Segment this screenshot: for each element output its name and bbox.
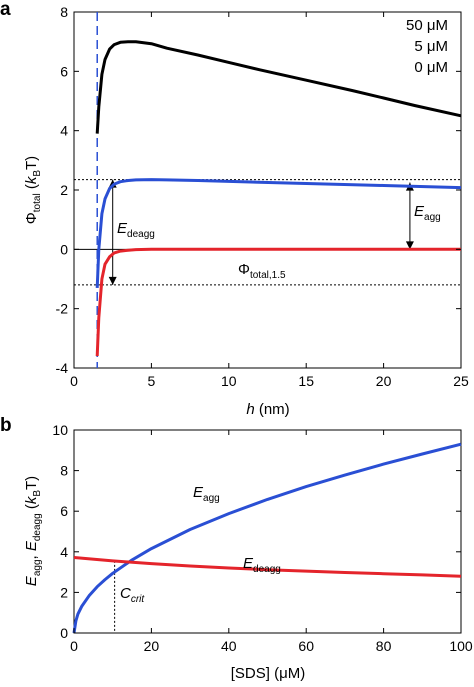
x-tick-label-a: 25 [453, 373, 469, 389]
annotation-ccrit: Ccrit [120, 585, 145, 605]
panel-a-series-1 [95, 178, 462, 288]
y-tick-label-a: 6 [60, 63, 68, 79]
y-tick-label-a: -4 [56, 360, 69, 376]
x-tick-label-b: 0 [70, 638, 78, 654]
y-tick-label-b: 4 [60, 544, 68, 560]
legend-entry-5uM: 5 μM [414, 38, 448, 55]
y-tick-label-a: 0 [60, 241, 68, 257]
x-axis-label-a: h (nm) [246, 401, 289, 418]
panel-b-series-0 [72, 442, 462, 634]
x-tick-label-b: 100 [449, 638, 473, 654]
panel-a-series-2 [95, 247, 461, 357]
y-tick-label-b: 6 [60, 503, 68, 519]
legend-a: 50 μM 5 μM 0 μM [406, 17, 448, 76]
y-tick-label-b: 0 [60, 625, 68, 641]
edeagg-arrow [108, 179, 117, 285]
panel-a-series-0 [95, 40, 462, 134]
x-tick-label-a: 5 [148, 373, 156, 389]
legend-entry-0uM: 0 μM [414, 59, 448, 76]
x-tick-label-a: 10 [221, 373, 237, 389]
y-tick-label-a: 8 [60, 4, 68, 20]
y-tick-label-b: 2 [60, 584, 68, 600]
y-axis-label-a: Φtotal (kBT) [23, 156, 43, 224]
plot-frame-a [73, 11, 462, 369]
x-tick-label-b: 40 [221, 638, 237, 654]
panel-label-a: a [0, 0, 11, 20]
annotation-edeagg: Edeagg [117, 220, 155, 240]
annotation-phi-total: Φtotal,1.5 [238, 261, 286, 281]
y-tick-label-a: -2 [56, 301, 69, 317]
y-tick-label-b: 8 [60, 463, 68, 479]
legend-entry-50uM: 50 μM [406, 17, 448, 34]
y-tick-label-b: 10 [52, 422, 68, 438]
x-tick-label-a: 20 [376, 373, 392, 389]
x-tick-label-b: 60 [298, 638, 314, 654]
panel-label-b: b [0, 415, 12, 436]
x-tick-label-b: 80 [376, 638, 392, 654]
plot-frame-b [73, 429, 462, 634]
panel-b: 0 20 40 60 80 100 0 2 4 6 8 10 [SDS] (μM) Eagg, Ede… [23, 422, 473, 682]
x-tick-label-a: 15 [298, 373, 314, 389]
x-axis-label-b: [SDS] (μM) [231, 665, 305, 682]
annotation-eagg: Eagg [414, 203, 441, 223]
y-tick-label-a: 2 [60, 182, 68, 198]
y-axis-label-b: Eagg, Edeagg (kBT) [23, 476, 43, 586]
series-label-edeagg: Edeagg [243, 555, 281, 575]
x-tick-label-a: 0 [70, 373, 78, 389]
series-label-eagg: Eagg [193, 484, 220, 504]
x-tick-label-b: 20 [144, 638, 160, 654]
y-tick-label-a: 4 [60, 123, 68, 139]
eagg-arrow [405, 182, 414, 250]
panel-b-series-1 [73, 556, 462, 578]
